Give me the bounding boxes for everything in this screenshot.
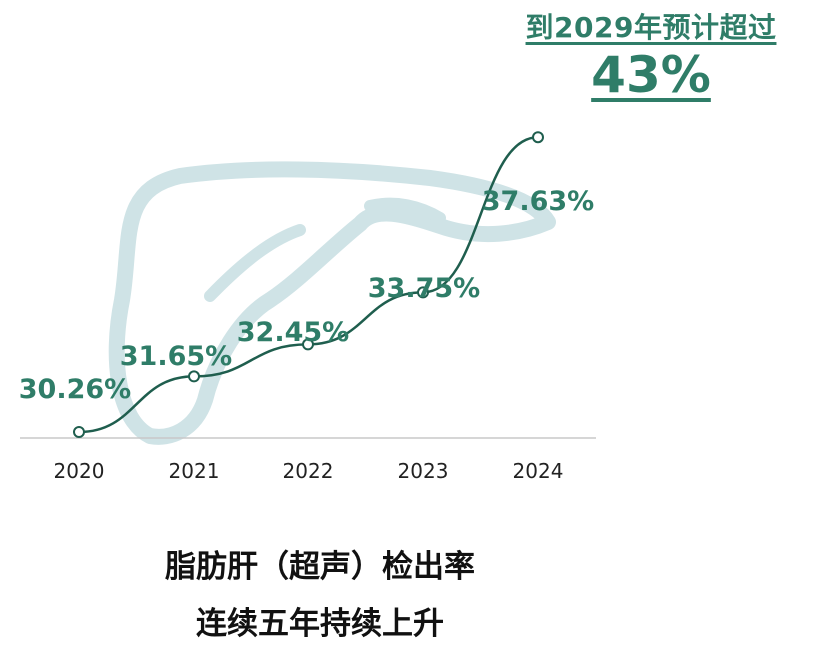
caption-subtitle: 连续五年持续上升	[196, 606, 444, 642]
data-label: 32.45%	[237, 317, 349, 348]
data-point-2022	[302, 338, 314, 351]
data-label: 33.75%	[368, 273, 480, 304]
forecast-callout: 到2029年预计超过 43%	[501, 6, 801, 104]
data-label: 37.63%	[482, 186, 594, 217]
x-tick-label: 2024	[513, 459, 564, 483]
data-label: 30.26%	[19, 374, 131, 405]
data-point-2024	[532, 131, 544, 144]
x-tick-label: 2023	[398, 459, 449, 483]
x-tick-label: 2022	[283, 459, 334, 483]
x-tick-label: 2021	[169, 459, 220, 483]
data-label: 31.65%	[120, 341, 232, 372]
forecast-text: 到2029年预计超过	[525, 11, 777, 44]
data-point-2020	[73, 426, 85, 438]
liver-illustration	[108, 161, 556, 445]
forecast-value: 43%	[591, 46, 711, 104]
data-point-2023	[417, 286, 429, 299]
series-line	[78, 135, 539, 434]
x-tick-label: 2020	[54, 459, 105, 483]
data-point-2021	[188, 370, 200, 383]
caption-title: 脂肪肝（超声）检出率	[165, 549, 475, 585]
